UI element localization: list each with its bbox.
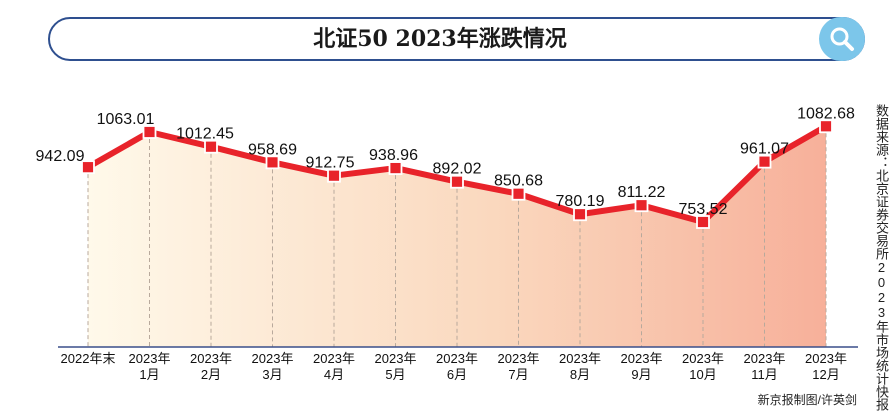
data-point bbox=[81, 160, 95, 175]
x-tick-label: 10月 bbox=[689, 367, 716, 382]
data-point bbox=[634, 198, 649, 213]
x-tick-label: 1月 bbox=[139, 367, 159, 382]
data-source-note: 数据来源：北京证券交易所2023年市场统计快报 bbox=[874, 104, 889, 411]
data-label: 780.19 bbox=[556, 193, 605, 210]
data-label: 961.07 bbox=[740, 141, 789, 158]
x-tick-label: 2023年 bbox=[129, 351, 171, 366]
x-tick-label: 2023年 bbox=[498, 351, 540, 366]
x-tick-label: 2022年末 bbox=[61, 351, 116, 366]
x-tick-label: 5月 bbox=[385, 367, 405, 382]
x-tick-label: 2023年 bbox=[313, 351, 355, 366]
title-bar: 北证50 2023年涨跌情况 bbox=[48, 17, 865, 61]
data-point bbox=[142, 125, 157, 139]
x-tick-label: 7月 bbox=[508, 367, 528, 382]
data-point bbox=[757, 154, 772, 169]
data-label: 1063.01 bbox=[97, 111, 155, 128]
data-label: 958.69 bbox=[248, 141, 297, 158]
search-icon bbox=[830, 27, 854, 51]
data-point bbox=[327, 168, 341, 183]
x-tick-label: 2023年 bbox=[190, 351, 232, 366]
x-tick-label: 9月 bbox=[631, 367, 651, 382]
data-point bbox=[204, 139, 218, 154]
x-tick-label: 2023年 bbox=[559, 351, 601, 366]
x-tick-label: 2023年 bbox=[805, 351, 847, 366]
area-fill bbox=[88, 126, 826, 348]
x-tick-label: 2023年 bbox=[252, 351, 294, 366]
data-point bbox=[265, 155, 280, 170]
x-tick-label: 6月 bbox=[447, 367, 467, 382]
x-tick-label: 2023年 bbox=[621, 351, 663, 366]
data-point bbox=[388, 161, 403, 175]
x-tick-label: 2023年 bbox=[436, 351, 478, 366]
line-chart: 942.09 1063.01 1012.45 958.69 912.75 938.96 89… bbox=[36, 105, 858, 382]
x-tick-label: 2023年 bbox=[375, 351, 417, 366]
data-label: 938.96 bbox=[369, 147, 418, 164]
x-tick-label: 11月 bbox=[751, 367, 778, 382]
x-tick-label: 12月 bbox=[812, 367, 839, 382]
data-label: 942.09 bbox=[36, 148, 85, 165]
data-label: 912.75 bbox=[306, 155, 355, 172]
credit-line: 新京报制图/许英剑 bbox=[757, 393, 857, 407]
data-point bbox=[819, 119, 833, 134]
x-tick-label: 2月 bbox=[201, 367, 221, 382]
x-tick-label: 8月 bbox=[570, 367, 590, 382]
data-label: 892.02 bbox=[433, 161, 482, 178]
data-point bbox=[573, 207, 587, 222]
data-label: 850.68 bbox=[494, 173, 543, 190]
data-label: 753.52 bbox=[679, 201, 728, 218]
x-tick-label: 2023年 bbox=[744, 351, 786, 366]
data-label: 811.22 bbox=[618, 184, 666, 201]
x-tick-label: 4月 bbox=[324, 367, 344, 382]
x-tick-label: 2023年 bbox=[682, 351, 724, 366]
data-point bbox=[696, 215, 710, 229]
data-label: 1012.45 bbox=[176, 126, 234, 143]
page-title: 北证50 2023年涨跌情况 bbox=[313, 26, 567, 52]
data-point bbox=[511, 186, 526, 201]
search-button[interactable] bbox=[819, 17, 865, 61]
data-point bbox=[450, 174, 464, 189]
data-label: 1082.68 bbox=[797, 105, 855, 122]
x-tick-label: 3月 bbox=[262, 367, 282, 382]
